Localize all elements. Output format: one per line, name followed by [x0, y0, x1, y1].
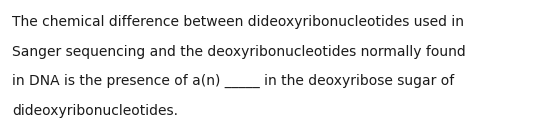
- Text: Sanger sequencing and the deoxyribonucleotides normally found: Sanger sequencing and the deoxyribonucle…: [12, 45, 466, 59]
- Text: The chemical difference between dideoxyribonucleotides used in: The chemical difference between dideoxyr…: [12, 15, 464, 29]
- Text: dideoxyribonucleotides.: dideoxyribonucleotides.: [12, 104, 178, 118]
- Text: in DNA is the presence of a(n) _____ in the deoxyribose sugar of: in DNA is the presence of a(n) _____ in …: [12, 74, 455, 88]
